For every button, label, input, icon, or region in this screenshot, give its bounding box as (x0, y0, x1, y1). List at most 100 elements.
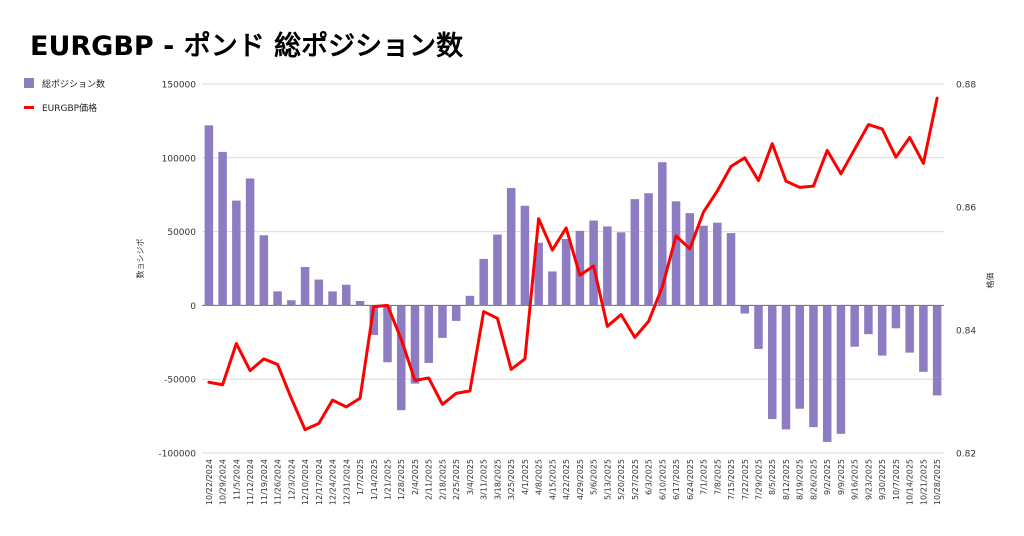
bar-12/3/2024 (287, 300, 296, 306)
x-tick-label: 5/13/2025 (603, 459, 612, 500)
bar-12/10/2024 (300, 267, 310, 306)
legend-item-line: EURGBP価格 (24, 100, 105, 114)
x-tick-label: 10/28/2025 (933, 459, 942, 505)
legend: 総ポジション数 EURGBP価格 (24, 76, 105, 124)
bar-4/1/2025 (520, 205, 530, 306)
chart-title: EURGBP - ポンド 総ポジション数 (30, 31, 464, 62)
bar-1/7/2025 (355, 300, 365, 306)
y-left-tick-label: 100000 (162, 154, 197, 164)
x-tick-label: 12/24/2024 (329, 459, 338, 505)
y-right-tick-label: 0.82 (956, 450, 976, 460)
bar-9/2/2025 (822, 305, 832, 442)
x-tick-label: 4/1/2025 (521, 459, 530, 495)
x-tick-label: 7/15/2025 (727, 459, 736, 500)
bar-12/31/2024 (342, 284, 351, 306)
bar-5/6/2025 (589, 220, 598, 306)
bar-11/19/2024 (259, 235, 269, 306)
y-left-tick-label: 150000 (162, 81, 197, 91)
x-tick-label: 2/25/2025 (452, 459, 461, 500)
bar-1/14/2025 (369, 305, 379, 335)
bar-layer (204, 125, 942, 442)
bar-3/25/2025 (506, 188, 516, 306)
bar-7/29/2025 (754, 305, 763, 349)
x-tick-label: 9/16/2025 (851, 459, 860, 500)
bar-10/28/2025 (932, 305, 942, 396)
x-tick-label: 6/24/2025 (686, 459, 695, 500)
bar-8/12/2025 (781, 305, 791, 430)
bar-12/24/2024 (328, 291, 337, 306)
x-tick-label: 9/30/2025 (878, 459, 887, 500)
bar-5/13/2025 (603, 226, 612, 306)
bar-8/26/2025 (809, 305, 818, 428)
y-right-tick-label: 0.88 (956, 81, 976, 91)
bar-4/15/2025 (548, 271, 557, 306)
bar-1/28/2025 (396, 305, 406, 411)
bar-4/8/2025 (534, 242, 543, 306)
x-tick-label: 5/6/2025 (590, 459, 599, 495)
x-tick-label: 11/12/2024 (246, 459, 255, 505)
x-tick-label: 2/4/2025 (411, 459, 420, 495)
bar-4/29/2025 (575, 230, 585, 306)
bar-11/26/2024 (273, 291, 282, 306)
x-tick-label: 8/19/2025 (796, 459, 805, 500)
bar-2/25/2025 (451, 305, 461, 321)
bar-6/24/2025 (685, 213, 695, 306)
bar-9/16/2025 (850, 305, 859, 347)
x-tick-label: 9/9/2025 (837, 459, 846, 495)
bar-10/29/2024 (218, 151, 227, 306)
x-tick-label: 3/18/2025 (493, 459, 502, 500)
x-tick-label: 12/31/2024 (342, 459, 351, 505)
x-tick-label: 5/27/2025 (631, 459, 640, 500)
x-tick-label: 4/15/2025 (548, 459, 557, 500)
bar-10/21/2025 (919, 305, 928, 372)
bar-6/3/2025 (644, 193, 653, 306)
legend-line-swatch (24, 105, 34, 109)
x-tick-label: 9/2/2025 (823, 459, 832, 495)
x-tick-label: 3/11/2025 (480, 459, 489, 500)
x-tick-label: 8/26/2025 (809, 459, 818, 500)
y-left-tick-label: 50000 (167, 228, 196, 238)
x-tick-label: 7/1/2025 (700, 459, 709, 495)
bar-2/18/2025 (438, 305, 447, 338)
y-left-axis-title: 数ョシジポ (135, 239, 145, 279)
x-tick-label: 4/8/2025 (535, 459, 544, 495)
bar-1/21/2025 (383, 305, 392, 363)
x-tick-label: 1/7/2025 (356, 459, 365, 495)
price-line (207, 96, 939, 432)
x-tick-label: 1/21/2025 (384, 459, 393, 500)
bar-8/5/2025 (767, 305, 777, 420)
x-tick-label: 10/7/2025 (892, 459, 901, 500)
x-tick-label: 2/18/2025 (438, 459, 447, 500)
x-tick-label: 1/28/2025 (397, 459, 406, 500)
bar-7/22/2025 (740, 305, 750, 314)
bar-9/23/2025 (864, 305, 873, 335)
x-tick-label: 6/3/2025 (645, 459, 654, 495)
grid-layer (202, 83, 944, 454)
bar-11/12/2024 (245, 178, 255, 306)
bar-12/17/2024 (314, 279, 324, 306)
x-tick-label: 3/25/2025 (507, 459, 516, 500)
legend-line-label: EURGBP価格 (42, 103, 98, 114)
line-layer (207, 96, 939, 432)
bar-2/4/2025 (410, 305, 420, 384)
bar-7/1/2025 (699, 225, 708, 306)
bar-8/19/2025 (795, 305, 804, 409)
x-tick-label: 7/8/2025 (713, 459, 722, 495)
x-tick-label: 10/22/2024 (205, 459, 214, 505)
axis-layer: 150000 100000 50000 0 -50000 -100000 0.88 0.86 0… (135, 81, 995, 506)
bar-7/8/2025 (713, 222, 722, 306)
bar-3/4/2025 (465, 295, 475, 306)
y-left-tick-label: -100000 (158, 450, 196, 460)
bar-6/10/2025 (658, 162, 667, 306)
bar-9/9/2025 (836, 305, 846, 434)
x-tick-label: 12/10/2024 (301, 459, 310, 505)
x-tick-label: 2/11/2025 (425, 459, 434, 500)
x-tick-label: 4/29/2025 (576, 459, 585, 500)
x-tick-label: 1/14/2025 (370, 459, 379, 500)
x-tick-label: 5/20/2025 (617, 459, 626, 500)
bar-4/22/2025 (561, 238, 571, 306)
x-tick-label: 6/10/2025 (658, 459, 667, 500)
y-right-axis-title: 格価 (985, 273, 995, 289)
x-tick-label: 8/5/2025 (768, 459, 777, 495)
